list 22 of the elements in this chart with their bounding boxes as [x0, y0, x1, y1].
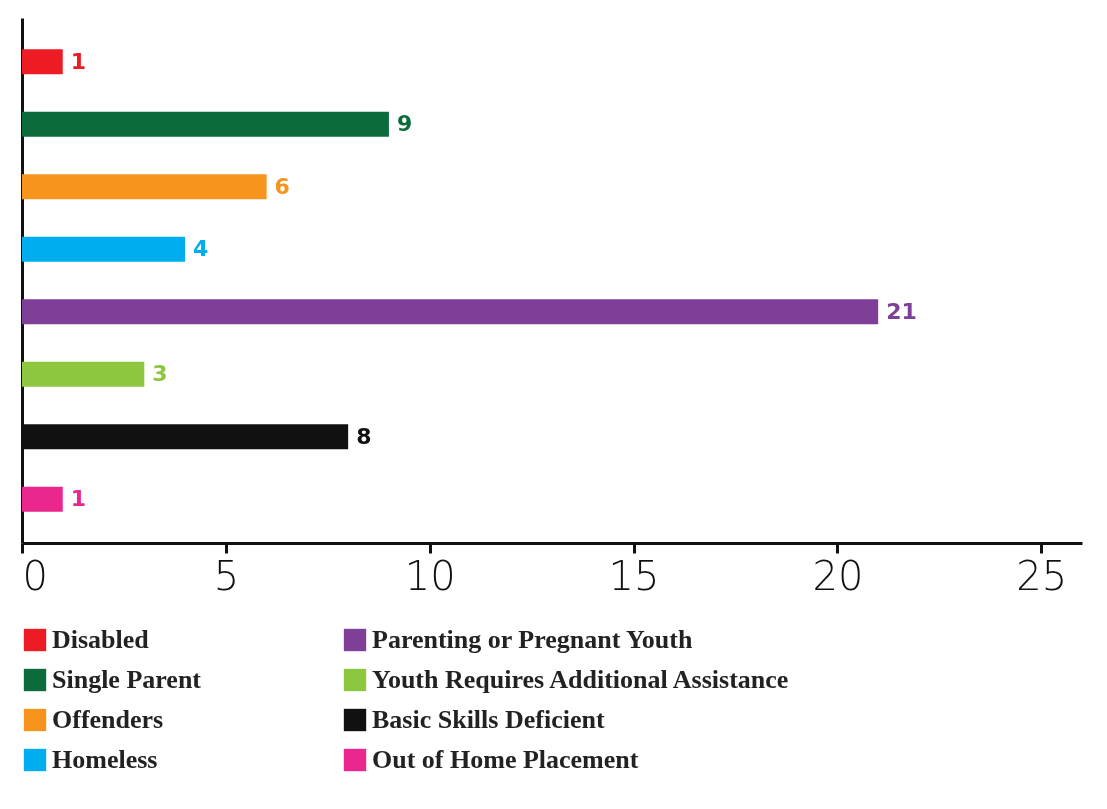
- legend-label: Disabled: [52, 625, 150, 654]
- legend-label: Basic Skills Deficient: [372, 705, 605, 734]
- x-tick-label: 5: [213, 552, 240, 599]
- data-label: 9: [396, 111, 413, 137]
- x-tick-label: 10: [404, 552, 456, 599]
- x-tick-label: 0: [22, 552, 48, 599]
- data-label: 21: [886, 298, 917, 324]
- legend-label: Single Parent: [52, 665, 202, 694]
- legend-label: Out of Home Placement: [372, 745, 639, 774]
- legend-label: Offenders: [52, 705, 164, 734]
- data-label: 1: [70, 486, 87, 512]
- legend-label: Parenting or Pregnant Youth: [372, 625, 693, 654]
- data-label: 8: [356, 423, 372, 449]
- x-tick-label: 15: [608, 552, 660, 599]
- data-label: 6: [274, 173, 290, 199]
- x-tick-label: 25: [1016, 552, 1068, 599]
- data-label: 1: [70, 48, 87, 74]
- legend-label: Homeless: [52, 745, 158, 774]
- legend-label: Youth Requires Additional Assistance: [372, 665, 789, 694]
- data-label: 3: [152, 361, 168, 387]
- x-tick-label: 20: [812, 552, 864, 599]
- data-label: 4: [193, 236, 209, 262]
